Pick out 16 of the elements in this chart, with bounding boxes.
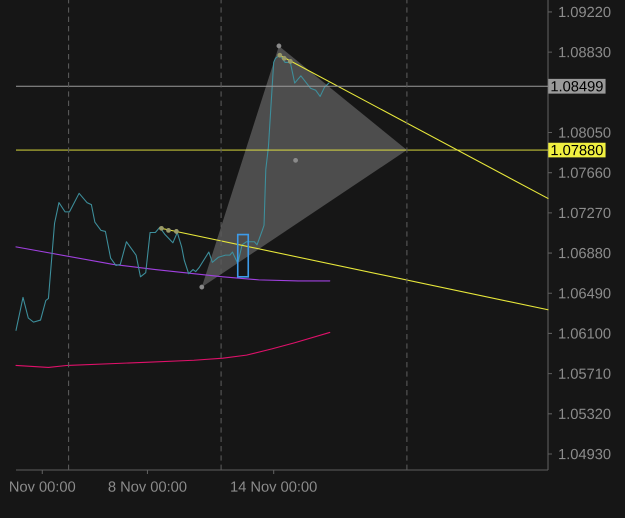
y-tick-label: 1.09220: [559, 6, 610, 18]
y-tick-label: 1.08050: [559, 127, 610, 138]
y-tick-label: 1.05710: [559, 368, 610, 379]
y-tick-label: 1.07660: [559, 168, 610, 178]
ref-line-label: 1.07880: [552, 144, 603, 156]
x-tick-label: 14 Nov 00:00: [231, 481, 317, 492]
y-tick-label: 1.07270: [559, 208, 610, 218]
x-tick-label: Nov 00:00: [10, 481, 76, 492]
y-tick-label: 1.06490: [559, 288, 610, 298]
y-tick-label: 1.08830: [559, 46, 610, 58]
x-tick-label: 8 Nov 00:00: [108, 481, 186, 492]
y-tick-label: 1.06880: [559, 248, 610, 258]
ref-line-label: 1.08499: [552, 81, 603, 92]
y-tick-label: 1.04930: [559, 448, 610, 460]
y-tick-label: 1.05320: [559, 408, 610, 420]
y-tick-label: 1.06100: [559, 328, 610, 339]
